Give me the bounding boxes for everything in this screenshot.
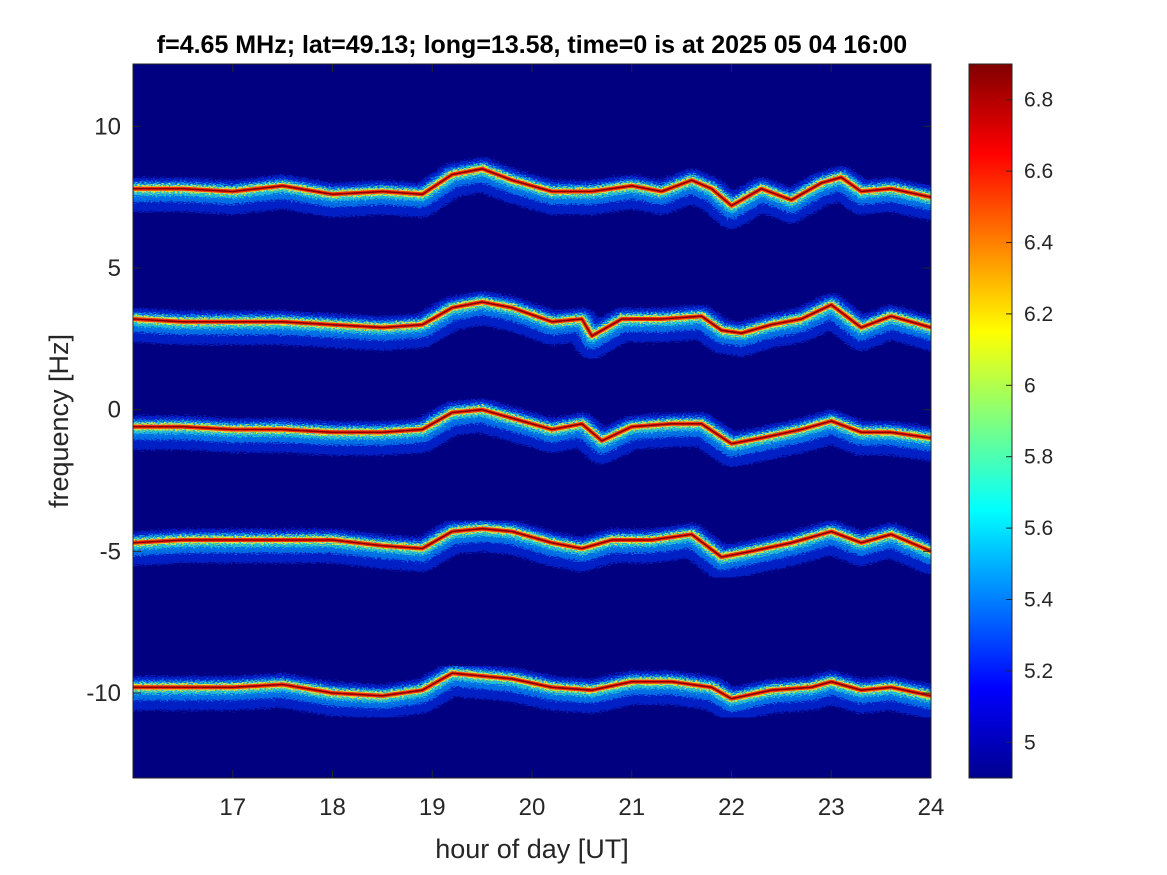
chart-title: f=4.65 MHz; lat=49.13; long=13.58, time=… [157,31,907,59]
trace-3-layer-6 [133,408,931,445]
y-tick-label: -10 [86,680,121,707]
x-tick-label: 24 [918,794,945,821]
trace-1-layer-6 [133,168,931,207]
trace-2-layer-6 [133,301,931,337]
colorbar-tick-label: 6.6 [1024,160,1053,183]
colorbar-ticks: 5 5.2 5.4 5.6 5.8 6 6.2 6.4 6.6 6.8 [1006,89,1054,754]
colorbar-tick-label: 5.2 [1024,660,1053,683]
colorbar-tick-label: 6.2 [1024,303,1053,326]
x-tick-label: 23 [818,794,845,821]
y-tick-label: 10 [94,113,121,140]
colorbar-frame [968,63,1013,779]
colorbar [969,64,1012,778]
y-tick-label: -5 [100,538,121,565]
x-axis-label: hour of day [UT] [435,834,629,864]
colorbar-tick-label: 5.4 [1024,589,1054,612]
colorbar-tick-label: 6.8 [1024,89,1053,112]
y-axis-label: frequency [Hz] [44,334,74,508]
spectral-traces [133,157,931,722]
x-tick-label: 19 [419,794,446,821]
colorbar-tick-label: 5 [1024,731,1036,754]
colorbar-tick-label: 6 [1024,374,1036,397]
y-tick-label: 5 [108,255,121,282]
x-tick-label: 20 [519,794,546,821]
x-tick-label: 18 [319,794,346,821]
y-tick-label: 0 [108,397,121,424]
colorbar-tick-label: 5.8 [1024,446,1053,469]
colorbar-tick-label: 5.6 [1024,517,1053,540]
x-tick-label: 17 [219,794,246,821]
x-tick-label: 22 [718,794,745,821]
colorbar-tick-label: 6.4 [1024,232,1054,255]
x-axis-ticks: 17 18 19 20 21 22 23 24 [219,64,944,821]
trace-5-layer-6 [133,672,931,700]
x-tick-label: 21 [618,794,645,821]
trace-4-layer-6 [133,527,931,558]
y-axis-ticks: -10 -5 0 5 10 [86,113,931,707]
